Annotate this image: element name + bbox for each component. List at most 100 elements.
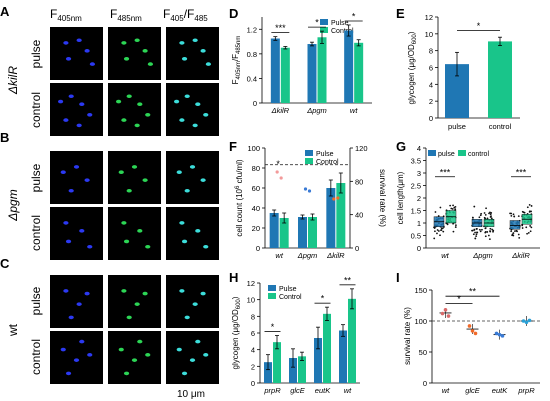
micrograph-tiles	[50, 27, 219, 384]
G-data-point	[433, 237, 436, 240]
G-data-point	[452, 230, 455, 233]
F-survival-point	[332, 197, 336, 201]
H-bar	[264, 362, 272, 383]
G-data-point	[475, 233, 478, 236]
G-data-point	[449, 204, 452, 207]
micrograph-tile	[108, 83, 161, 136]
cell-blob	[184, 94, 190, 99]
cell-blob	[118, 170, 124, 174]
chart-H: 0 2 4 6 8 10 12 glycogen (μg/OD600) PulseControl…	[231, 275, 360, 395]
E-y-tick-label: 8	[429, 47, 433, 56]
F-bar	[326, 188, 336, 248]
G-sig: ***	[516, 167, 527, 177]
micrograph-tile	[50, 331, 103, 384]
F-survival-point	[336, 196, 340, 200]
G-data-point	[487, 234, 490, 237]
G-data-point	[489, 213, 492, 216]
cell-blob	[76, 302, 82, 306]
G-data-point	[530, 210, 532, 213]
G-data-point	[484, 213, 487, 216]
I-data-point	[443, 308, 448, 312]
cell-blob	[142, 49, 148, 53]
D-legend-pulse-swatch	[320, 19, 328, 25]
H-y-tick-label: 8	[251, 312, 255, 321]
D-x-tick-label: ΔkilR	[271, 106, 290, 115]
cond-label-pulse-2: pulse	[29, 163, 43, 192]
H-x-tick-label: prpR	[263, 386, 281, 395]
H-y-tick-label: 2	[251, 362, 255, 371]
panel-letter-I: I	[396, 270, 400, 285]
micrograph-tile	[50, 207, 103, 260]
cell-blob	[121, 289, 127, 293]
panel-letter-E: E	[396, 6, 405, 21]
G-data-point	[518, 236, 521, 239]
G-data-point	[440, 227, 443, 230]
G-data-point	[529, 230, 532, 233]
G-y-tick-label: 2.5	[411, 182, 421, 191]
G-data-point	[492, 230, 494, 233]
G-data-point	[439, 206, 442, 209]
G-data-point	[489, 227, 492, 230]
cell-blob	[87, 113, 93, 117]
micrograph-tile	[166, 83, 219, 136]
cell-blob	[76, 38, 82, 43]
F-ylabel: cell count (106 cfu/ml)	[235, 159, 244, 236]
cell-blob	[126, 188, 132, 193]
G-data-point	[486, 231, 489, 233]
H-legend-control-label: Control	[279, 294, 302, 301]
F-survival-point	[279, 176, 283, 180]
G-y-tick-label: 1	[417, 219, 421, 228]
G-data-point	[517, 215, 520, 218]
H-y-tick-label: 10	[247, 296, 255, 305]
F-bar	[336, 183, 346, 248]
H-bar	[314, 338, 322, 383]
G-data-point	[452, 222, 454, 225]
cell-blob	[200, 291, 206, 296]
cell-blob	[179, 221, 185, 225]
cell-blob	[176, 347, 182, 352]
micrograph-tile	[166, 27, 219, 80]
micrograph-tile	[108, 275, 161, 328]
E-ylabel: glycogen (μg/OD600)	[407, 31, 418, 104]
G-data-point	[434, 230, 436, 233]
G-data-point	[517, 233, 520, 236]
F-y-tick-label: 40	[252, 204, 260, 213]
E-y-tick-label: 10	[425, 30, 433, 39]
cell-blob	[79, 339, 85, 344]
cell-blob	[184, 315, 190, 320]
chart-G: 0 0.5 1 1.5 2 2.5 3 3.5 4 cell length(μm) pulse con…	[396, 144, 540, 260]
F-y2label: survival rate (%)	[378, 169, 387, 227]
cond-label-pulse-3: pulse	[29, 286, 43, 315]
G-data-point	[510, 230, 513, 233]
D-bar	[354, 42, 364, 103]
panel-letter-C: C	[0, 256, 10, 271]
cell-blob	[203, 113, 209, 117]
F-bar	[269, 213, 279, 248]
G-ylabel: cell length(μm)	[396, 171, 405, 224]
D-y-tick-label: 0.4	[247, 74, 257, 83]
E-y-tick-label: 12	[425, 13, 433, 22]
D-legend-pulse-label: Pulse	[331, 20, 349, 27]
D-ylabel: F405nm/F485nm	[231, 36, 242, 85]
F-x-tick-label: ΔkilR	[326, 251, 345, 260]
G-data-point	[530, 205, 533, 207]
F-survival-point	[275, 170, 279, 174]
micrograph-tile	[50, 83, 103, 136]
strain-label-pgm: Δpgm	[6, 189, 20, 221]
E-sig: *	[477, 21, 481, 31]
D-bar	[317, 37, 327, 104]
H-bar	[348, 298, 356, 383]
cell-blob	[60, 170, 66, 174]
F-legend-pulse-swatch	[305, 150, 313, 156]
strain-label-kilR: ΔkilR	[6, 66, 20, 95]
cell-blob	[192, 38, 198, 43]
cell-blob	[179, 41, 185, 45]
G-data-point	[452, 204, 454, 207]
cell-blob	[176, 170, 182, 174]
I-data-point	[446, 314, 451, 318]
G-data-point	[472, 216, 474, 219]
G-data-point	[433, 227, 436, 229]
cell-blob	[203, 244, 209, 249]
